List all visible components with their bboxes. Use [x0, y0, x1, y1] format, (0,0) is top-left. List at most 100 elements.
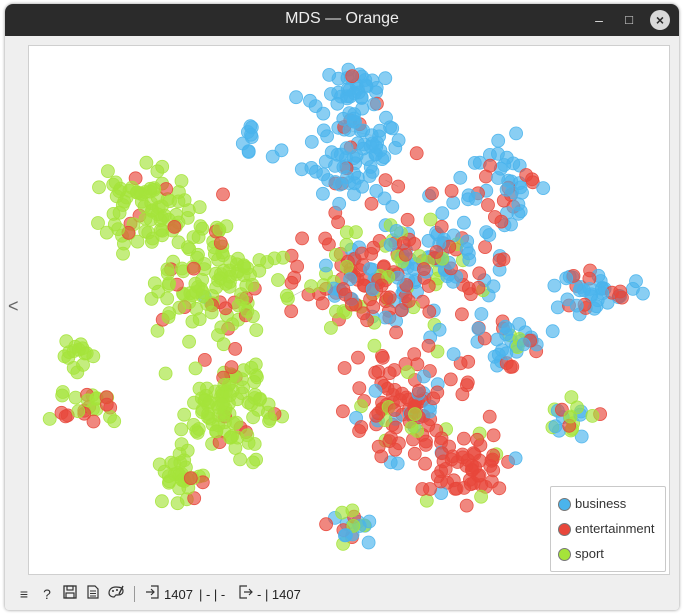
data-point[interactable] — [366, 300, 381, 314]
data-point[interactable] — [338, 287, 353, 302]
data-point[interactable] — [455, 387, 470, 402]
data-point[interactable] — [190, 425, 205, 440]
data-point[interactable] — [362, 514, 377, 529]
data-point[interactable] — [187, 491, 202, 506]
data-point[interactable] — [487, 349, 502, 364]
data-point[interactable] — [492, 253, 507, 268]
data-point[interactable] — [636, 286, 650, 301]
data-point[interactable] — [337, 361, 352, 375]
data-point[interactable] — [425, 186, 439, 201]
data-point[interactable] — [482, 228, 497, 242]
data-point[interactable] — [460, 375, 475, 390]
data-point[interactable] — [482, 409, 497, 424]
data-point[interactable] — [412, 249, 427, 264]
data-point[interactable] — [177, 193, 192, 208]
close-button[interactable]: × — [650, 10, 670, 30]
data-point[interactable] — [260, 405, 275, 420]
data-point[interactable] — [308, 164, 323, 179]
data-point[interactable] — [363, 262, 377, 276]
data-point[interactable] — [354, 420, 369, 434]
data-point[interactable] — [347, 107, 362, 122]
data-point[interactable] — [192, 312, 207, 327]
data-point[interactable] — [389, 223, 404, 238]
data-point[interactable] — [321, 237, 336, 252]
data-point[interactable] — [289, 90, 304, 105]
data-point[interactable] — [316, 278, 331, 293]
data-point[interactable] — [374, 278, 389, 293]
data-point[interactable] — [345, 503, 360, 518]
data-point[interactable] — [361, 535, 376, 550]
data-point[interactable] — [167, 219, 182, 234]
data-point[interactable] — [356, 141, 371, 156]
data-point[interactable] — [339, 237, 354, 252]
data-point[interactable] — [54, 405, 69, 420]
data-point[interactable] — [284, 304, 299, 319]
data-point[interactable] — [383, 237, 398, 252]
data-point[interactable] — [218, 276, 233, 291]
data-point[interactable] — [629, 274, 643, 289]
data-point[interactable] — [516, 337, 531, 352]
data-point[interactable] — [271, 273, 285, 287]
data-point[interactable] — [174, 174, 189, 188]
data-point[interactable] — [453, 170, 468, 185]
data-point[interactable] — [460, 234, 475, 249]
data-point[interactable] — [155, 211, 170, 225]
data-point[interactable] — [76, 357, 90, 372]
data-point[interactable] — [216, 187, 230, 202]
data-point[interactable] — [423, 212, 438, 227]
data-point[interactable] — [371, 406, 386, 421]
data-point[interactable] — [375, 350, 390, 365]
data-point[interactable] — [75, 341, 90, 356]
data-point[interactable] — [80, 393, 95, 408]
data-point[interactable] — [279, 288, 294, 303]
data-point[interactable] — [525, 172, 540, 187]
data-point[interactable] — [419, 493, 434, 508]
data-point[interactable] — [358, 73, 373, 87]
data-point[interactable] — [186, 261, 201, 276]
data-point[interactable] — [323, 320, 338, 335]
data-point[interactable] — [421, 279, 436, 293]
data-point[interactable] — [407, 446, 422, 461]
data-point[interactable] — [141, 225, 156, 240]
data-point[interactable] — [139, 155, 154, 170]
data-point[interactable] — [304, 135, 319, 149]
data-point[interactable] — [339, 225, 354, 240]
visual-settings-icon[interactable] — [107, 585, 125, 603]
data-point[interactable] — [315, 186, 330, 201]
data-point[interactable] — [108, 175, 123, 190]
data-point[interactable] — [337, 528, 352, 543]
data-point[interactable] — [59, 334, 74, 349]
show-controls-button[interactable]: < — [8, 296, 19, 316]
data-point[interactable] — [147, 276, 162, 291]
data-point[interactable] — [241, 145, 256, 159]
data-point[interactable] — [228, 341, 243, 356]
data-point[interactable] — [86, 414, 101, 429]
data-point[interactable] — [144, 204, 159, 218]
data-point[interactable] — [368, 383, 383, 398]
data-point[interactable] — [545, 324, 560, 339]
data-point[interactable] — [92, 180, 106, 195]
data-point[interactable] — [347, 187, 361, 202]
data-point[interactable] — [244, 360, 259, 375]
data-point[interactable] — [456, 431, 471, 446]
data-point[interactable] — [454, 307, 469, 322]
data-point[interactable] — [111, 222, 125, 237]
data-point[interactable] — [491, 133, 506, 148]
data-point[interactable] — [200, 381, 214, 396]
data-point[interactable] — [462, 472, 477, 487]
data-point[interactable] — [411, 383, 426, 398]
data-point[interactable] — [481, 198, 495, 212]
data-point[interactable] — [468, 460, 483, 475]
save-icon[interactable] — [61, 585, 79, 603]
data-point[interactable] — [394, 303, 409, 318]
data-point[interactable] — [343, 272, 358, 287]
maximize-button[interactable]: □ — [625, 12, 633, 27]
data-point[interactable] — [477, 331, 492, 346]
data-point[interactable] — [352, 381, 367, 396]
data-point[interactable] — [201, 410, 215, 425]
data-point[interactable] — [390, 456, 405, 471]
data-point[interactable] — [331, 215, 346, 230]
data-point[interactable] — [400, 365, 415, 380]
data-point[interactable] — [160, 262, 175, 277]
data-point[interactable] — [211, 328, 225, 343]
